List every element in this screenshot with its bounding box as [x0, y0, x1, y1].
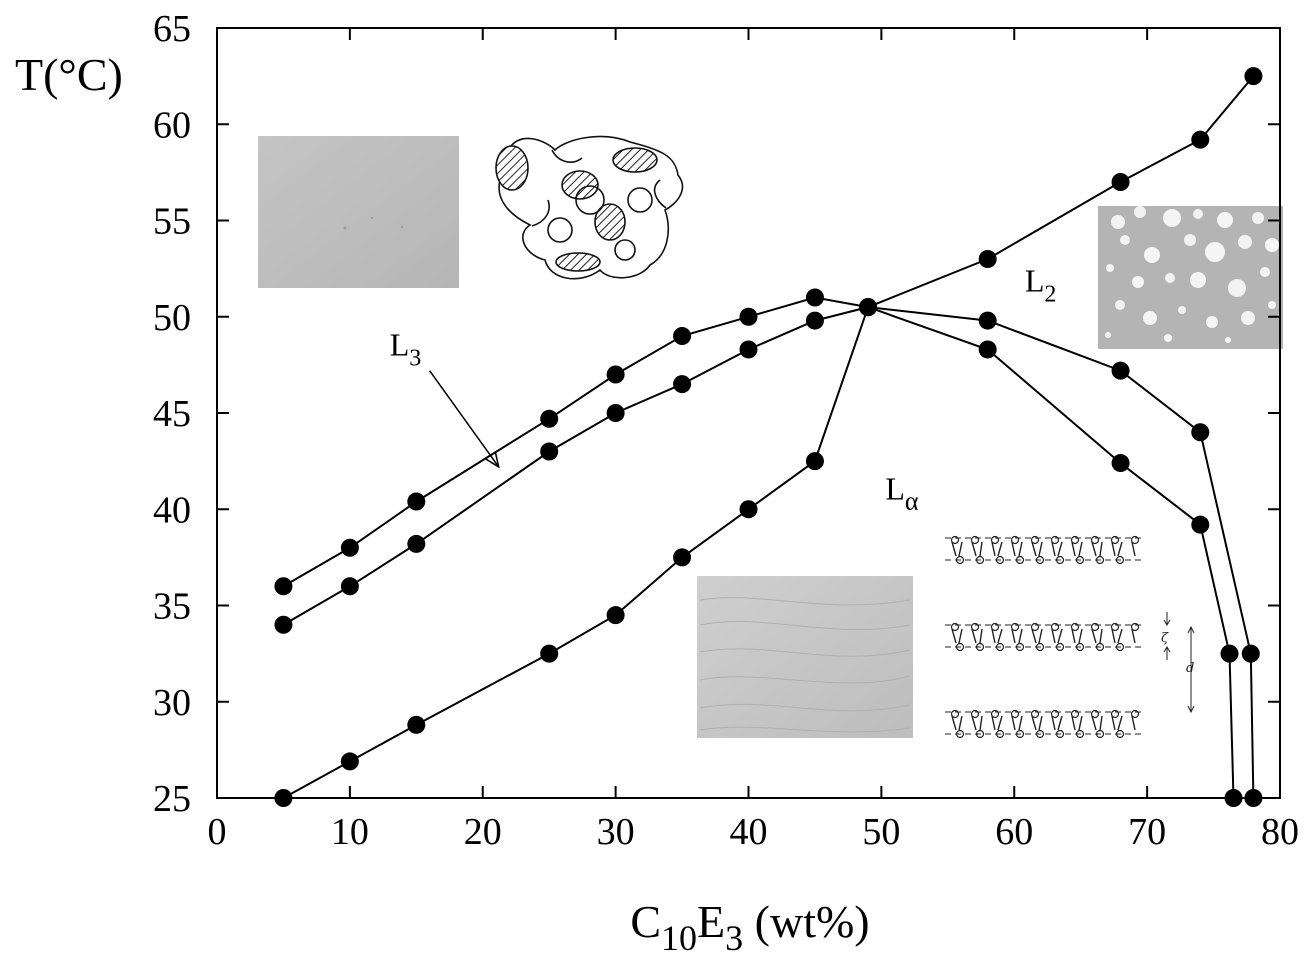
data-point: [340, 538, 359, 557]
data-point: [1111, 361, 1130, 380]
label-l3: L3: [390, 326, 422, 371]
l3-arrow: [428, 370, 500, 468]
y-tick-label: 65: [153, 8, 191, 50]
y-tick-label: 55: [153, 201, 191, 243]
data-point: [606, 365, 625, 384]
svg-text:d: d: [1186, 661, 1194, 676]
y-tick-label: 45: [153, 393, 191, 435]
svg-text:ζ: ζ: [1161, 631, 1169, 646]
data-point: [274, 577, 293, 596]
x-tick-label: 70: [1128, 811, 1166, 853]
data-point: [978, 311, 997, 330]
x-tick-label: 20: [464, 811, 502, 853]
data-point: [1191, 130, 1210, 149]
x-tick-label: 10: [331, 811, 369, 853]
data-point: [1244, 789, 1263, 807]
x-tick-label: 50: [862, 811, 900, 853]
data-point: [606, 404, 625, 422]
data-point: [805, 288, 824, 307]
data-point: [606, 606, 625, 625]
data-point: [274, 615, 293, 634]
data-point: [1244, 67, 1263, 86]
inset-lamellar-micrograph: [697, 576, 913, 738]
data-point: [540, 644, 559, 663]
data-point: [1111, 173, 1130, 191]
y-tick-label: 40: [153, 489, 191, 531]
data-point: [1224, 789, 1243, 807]
y-tick-label: 50: [153, 297, 191, 339]
data-point: [340, 577, 359, 596]
data-point: [978, 340, 997, 359]
x-axis-title: C10E3 (wt%): [630, 896, 869, 958]
data-point: [1191, 515, 1210, 534]
data-point: [1191, 423, 1210, 442]
x-tick-label: 0: [208, 811, 227, 853]
inset-l3-micrograph: [258, 136, 459, 288]
data-point: [673, 375, 692, 394]
data-point: [340, 752, 359, 771]
x-tick-label: 60: [995, 811, 1033, 853]
data-point: [739, 307, 758, 326]
data-point: [407, 534, 426, 553]
data-point: [673, 548, 692, 567]
data-point: [407, 715, 426, 734]
inset-sponge-structure-sketch: [495, 135, 684, 280]
markers-layer: [274, 67, 1263, 807]
data-point: [978, 250, 997, 268]
y-tick-label: 30: [153, 682, 191, 724]
y-axis-title: T(°C): [15, 49, 123, 100]
series-line-2: [282, 306, 1235, 799]
x-tick-label: 80: [1261, 811, 1299, 853]
data-point: [859, 298, 878, 317]
data-point: [805, 452, 824, 471]
l3-arrow-head: [484, 451, 500, 469]
data-point: [739, 500, 758, 519]
y-tick-label: 35: [153, 586, 191, 628]
x-tick-label: 30: [597, 811, 635, 853]
data-point: [739, 340, 758, 359]
series-line-1: [282, 296, 1255, 799]
data-point: [1220, 644, 1239, 663]
axis-ticks: 0 10 20 30 40 50 60 70 80 25 30 35 40 45 50 55 60 65: [153, 8, 1299, 853]
data-point: [805, 311, 824, 330]
label-l2: L2: [1025, 263, 1057, 308]
label-l-alpha: Lα: [885, 471, 919, 516]
data-point: [1111, 454, 1130, 473]
y-tick-label: 60: [153, 104, 191, 146]
inset-bilayer-sketch: ζ d: [945, 535, 1195, 739]
y-tick-label: 25: [153, 778, 191, 820]
x-tick-label: 40: [730, 811, 768, 853]
data-point: [540, 409, 559, 428]
data-point: [1241, 644, 1260, 663]
data-point: [540, 442, 559, 461]
inset-l2-micrograph: [1098, 206, 1283, 349]
data-point: [407, 492, 426, 511]
data-point: [673, 327, 692, 345]
data-point: [274, 789, 293, 807]
